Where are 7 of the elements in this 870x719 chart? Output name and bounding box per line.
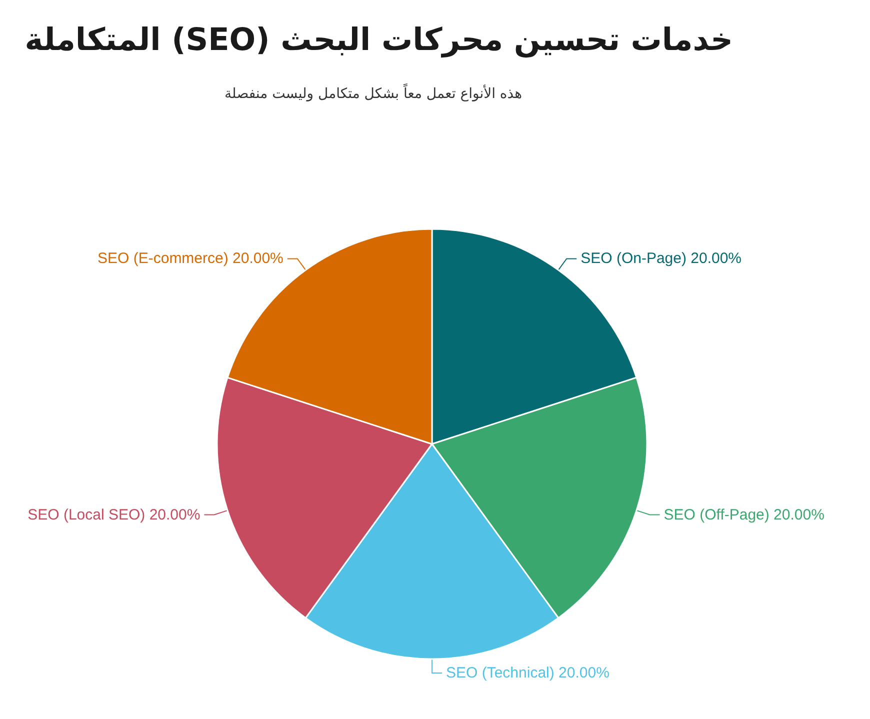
chart-title: خدمات تحسين محركات البحث (SEO) المتكاملة (24, 22, 733, 58)
slice-label: SEO (E-commerce) 20.00% (98, 250, 284, 268)
slice-label: SEO (Technical) 20.00% (446, 664, 610, 682)
slice-label: SEO (Local SEO) 20.00% (28, 506, 200, 524)
slice-label: SEO (Off-Page) 20.00% (664, 506, 824, 524)
slice-label: SEO (On-Page) 20.00% (580, 250, 742, 268)
chart-subtitle: هذه الأنواع تعمل معاً بشكل متكامل وليست منفصلة (224, 86, 522, 102)
